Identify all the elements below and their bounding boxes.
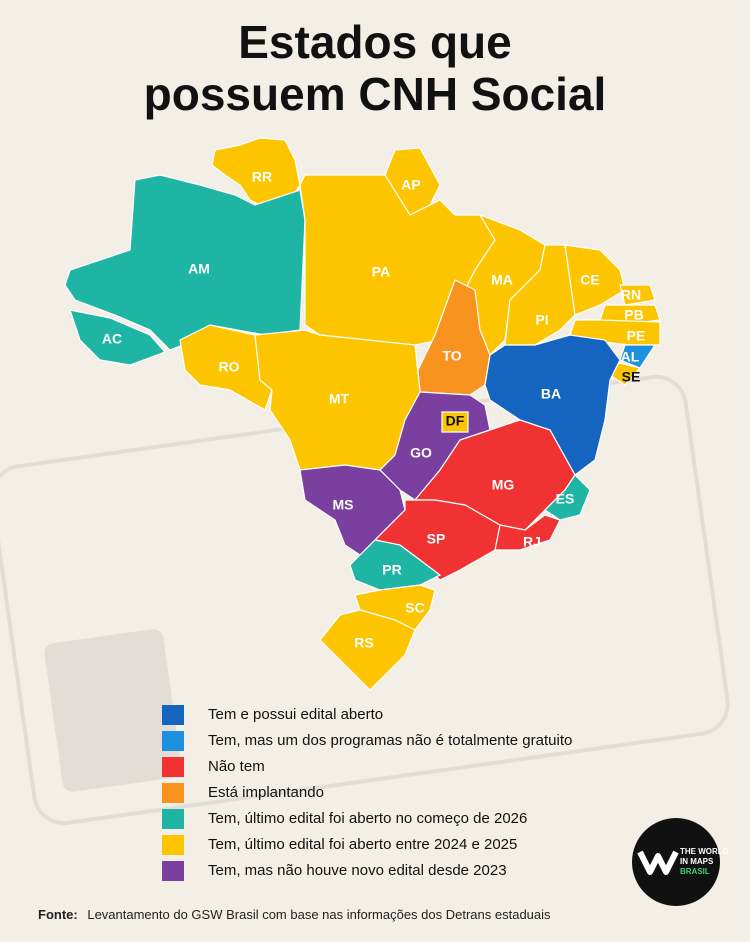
legend-label: Tem e possui edital aberto [208,706,383,723]
source: Fonte: Levantamento do GSW Brasil com ba… [38,907,551,922]
state-label: PR [382,562,401,578]
states [64,137,661,691]
state [64,174,306,351]
state-label: MS [333,497,354,513]
state-label: AM [188,261,210,277]
state-label: AP [401,177,420,193]
legend-swatch [162,757,184,777]
logo-text: IN MAPS [680,857,714,866]
state-label: BA [541,386,561,402]
state-label: TO [442,348,461,364]
state-label: PE [627,328,646,344]
source-label: Fonte: [38,907,78,922]
state-label: SP [427,531,446,547]
legend-label: Tem, mas um dos programas não é totalmen… [208,732,572,749]
state-label: PI [535,312,548,328]
state-label: AL [621,349,640,365]
state [69,309,167,366]
state-label: RO [219,359,240,375]
state [319,609,416,691]
state-label: MT [329,391,350,407]
state-label: MA [491,272,513,288]
legend-label: Tem, mas não houve novo edital desde 202… [208,862,507,879]
legend: Tem e possui edital aberto Tem, mas um do… [162,705,572,881]
state [417,279,491,396]
legend-swatch [162,835,184,855]
legend-label: Não tem [208,758,265,775]
legend-swatch [162,731,184,751]
state-label: RS [354,635,373,651]
logo-text: BRASIL [680,867,710,876]
state-label: GO [410,445,432,461]
legend-label: Tem, último edital foi aberto entre 2024… [208,836,517,853]
state [564,244,626,316]
state-label: RJ [523,534,541,550]
state [484,334,621,476]
state-labels: RR AP AM AC PA MA PI CE RN PB PE AL SE TO BA RO MT GO DF MG… [102,169,645,651]
legend-swatch [162,783,184,803]
state-label: DF [446,413,465,429]
legend-swatch [162,861,184,881]
state [464,213,546,356]
title-line: possuem CNH Social [144,68,607,120]
state-label: PA [372,264,390,280]
state-label: SC [405,600,424,616]
logo: THE WORLD IN MAPS BRASIL [632,818,729,906]
state-label: PB [624,307,643,323]
state-label: ES [556,491,575,507]
state [619,284,656,306]
state-label: AC [102,331,122,347]
source-text: Levantamento do GSW Brasil com base nas … [87,907,551,922]
state [349,539,442,591]
state [179,324,273,411]
state-label: MG [492,477,515,493]
legend-label: Está implantando [208,784,324,801]
state-label: RR [252,169,272,185]
legend-swatch [162,809,184,829]
title-line: Estados que [238,16,512,68]
logo-text: THE WORLD [680,847,729,856]
legend-swatch [162,705,184,725]
legend-label: Tem, último edital foi aberto no começo … [208,810,527,827]
state-label: SE [622,369,641,385]
state [441,411,469,433]
state-label: CE [580,272,599,288]
state [494,514,561,551]
state-label: RN [621,287,641,303]
